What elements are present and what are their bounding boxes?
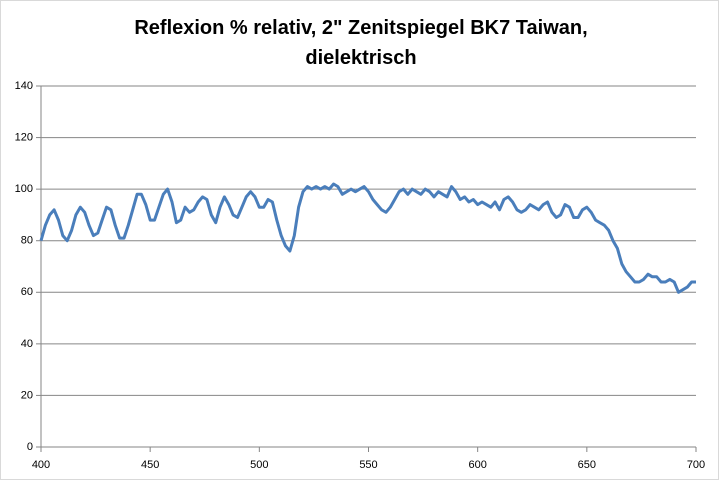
x-tick-label: 600 xyxy=(468,459,486,471)
data-line xyxy=(39,182,696,294)
y-tick-label: 120 xyxy=(15,131,33,143)
y-tick-label: 20 xyxy=(21,389,33,401)
x-tick-label: 450 xyxy=(141,459,159,471)
x-tick-label: 700 xyxy=(687,459,705,471)
y-tick-label: 0 xyxy=(27,441,33,453)
y-tick-label: 140 xyxy=(15,80,33,92)
chart-title: Reflexion % relativ, 2" Zenitspiegel BK7… xyxy=(134,17,588,69)
y-tick-label: 60 xyxy=(21,286,33,298)
y-tick-label: 40 xyxy=(21,338,33,350)
x-tick-label: 500 xyxy=(250,459,268,471)
x-tick-label: 400 xyxy=(32,459,50,471)
y-tick-label: 100 xyxy=(15,183,33,195)
x-tick-label: 550 xyxy=(359,459,377,471)
y-tick-label: 80 xyxy=(21,235,33,247)
x-tick-label: 650 xyxy=(578,459,596,471)
